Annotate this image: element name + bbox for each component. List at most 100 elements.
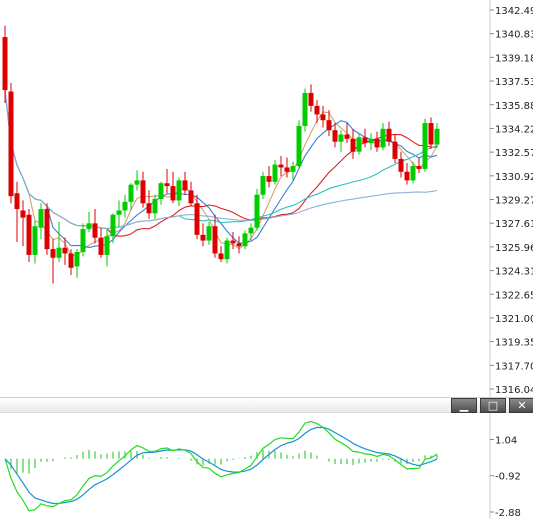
candle <box>290 161 296 181</box>
candle-body <box>356 137 362 152</box>
candle-body <box>398 158 404 172</box>
ma-fast-line <box>4 90 438 257</box>
candle-body <box>80 229 86 253</box>
indicator-panel-header <box>0 397 533 413</box>
candle <box>8 82 14 204</box>
candle-body <box>434 128 440 145</box>
candle-body <box>104 236 110 255</box>
candle-body <box>278 164 284 168</box>
candle-body <box>110 214 116 237</box>
candle <box>236 236 242 254</box>
candle-body <box>242 233 248 247</box>
candle <box>368 133 374 151</box>
candle-body <box>14 193 20 210</box>
candle-body <box>176 180 182 201</box>
candle <box>434 123 440 148</box>
candle <box>326 110 332 136</box>
main-price-axis: 1342.49 1340.83 1339.18 1337.53 1335.88 1334.… <box>490 6 533 396</box>
candle-body <box>164 183 170 187</box>
candle <box>86 211 92 232</box>
candle <box>302 88 308 132</box>
candle-body <box>98 237 104 255</box>
candle <box>422 118 428 172</box>
candle-body <box>338 134 344 142</box>
candle <box>62 237 68 265</box>
candle-body <box>392 141 398 159</box>
candle <box>140 171 146 208</box>
candle-body <box>146 203 152 214</box>
candle-body <box>236 243 242 247</box>
candle <box>26 209 32 263</box>
price-tick-label: 1316.04 <box>495 385 533 396</box>
candle-body <box>362 137 368 144</box>
oscillator-tick-label: -2.88 <box>495 508 521 519</box>
close-button[interactable]: ✕ <box>509 398 533 413</box>
candle-body <box>152 198 158 214</box>
candle <box>254 188 260 231</box>
candle <box>248 223 254 241</box>
candle-body <box>404 171 410 181</box>
candle-body <box>326 120 332 131</box>
candle <box>260 171 266 199</box>
candle <box>188 181 194 207</box>
candle <box>308 84 314 112</box>
candle <box>392 134 398 164</box>
candle-body <box>86 223 92 230</box>
candle-body <box>206 226 212 241</box>
candle-body <box>200 234 206 241</box>
minimize-button[interactable]: ▁ <box>451 398 477 413</box>
price-tick-label: 1330.92 <box>495 172 533 183</box>
ma-medium-line <box>4 90 438 237</box>
candle-body <box>260 176 266 195</box>
candle-body <box>38 209 44 228</box>
candle <box>416 157 422 174</box>
candle-body <box>422 123 428 169</box>
candle <box>128 183 134 211</box>
candle-body <box>320 114 326 121</box>
candle-body <box>128 184 134 202</box>
candle-body <box>428 123 434 145</box>
moving-average-lines <box>4 90 438 257</box>
candle <box>20 200 26 247</box>
candle-body <box>158 183 164 199</box>
candle-body <box>272 164 278 182</box>
candle <box>152 194 158 220</box>
candle <box>224 237 230 264</box>
candle <box>242 230 248 250</box>
price-tick-label: 1332.57 <box>495 148 533 159</box>
candle-body <box>296 125 302 167</box>
restore-button[interactable]: □ <box>480 398 506 413</box>
candle <box>266 166 272 188</box>
candle-body <box>8 91 14 197</box>
candle <box>122 194 128 218</box>
price-tick-label: 1325.96 <box>495 243 533 254</box>
price-tick-label: 1340.83 <box>495 30 533 41</box>
oscillator-tick-label: -0.92 <box>495 472 521 483</box>
candle-body <box>212 226 218 254</box>
price-tick-label: 1322.65 <box>495 290 533 301</box>
candle <box>428 117 434 149</box>
candle <box>2 25 8 103</box>
candle-body <box>374 138 380 148</box>
price-tick-label: 1321.00 <box>495 314 533 325</box>
price-tick-label: 1327.61 <box>495 219 533 230</box>
candle-body <box>218 253 224 260</box>
ma-slow-line <box>4 90 438 230</box>
candle <box>182 171 188 195</box>
candle-body <box>122 201 128 211</box>
candle <box>170 171 176 204</box>
candle-body <box>68 253 74 268</box>
price-tick-label: 1342.49 <box>495 6 533 17</box>
candle-body <box>266 176 272 182</box>
candle <box>398 151 404 178</box>
candle <box>80 223 86 257</box>
candle <box>230 231 236 250</box>
candle-body <box>182 180 188 191</box>
candle <box>332 123 338 148</box>
candle-body <box>194 203 200 235</box>
price-tick-label: 1337.53 <box>495 77 533 88</box>
price-tick-label: 1339.18 <box>495 53 533 64</box>
candle-body <box>314 105 320 115</box>
candle <box>212 214 218 258</box>
